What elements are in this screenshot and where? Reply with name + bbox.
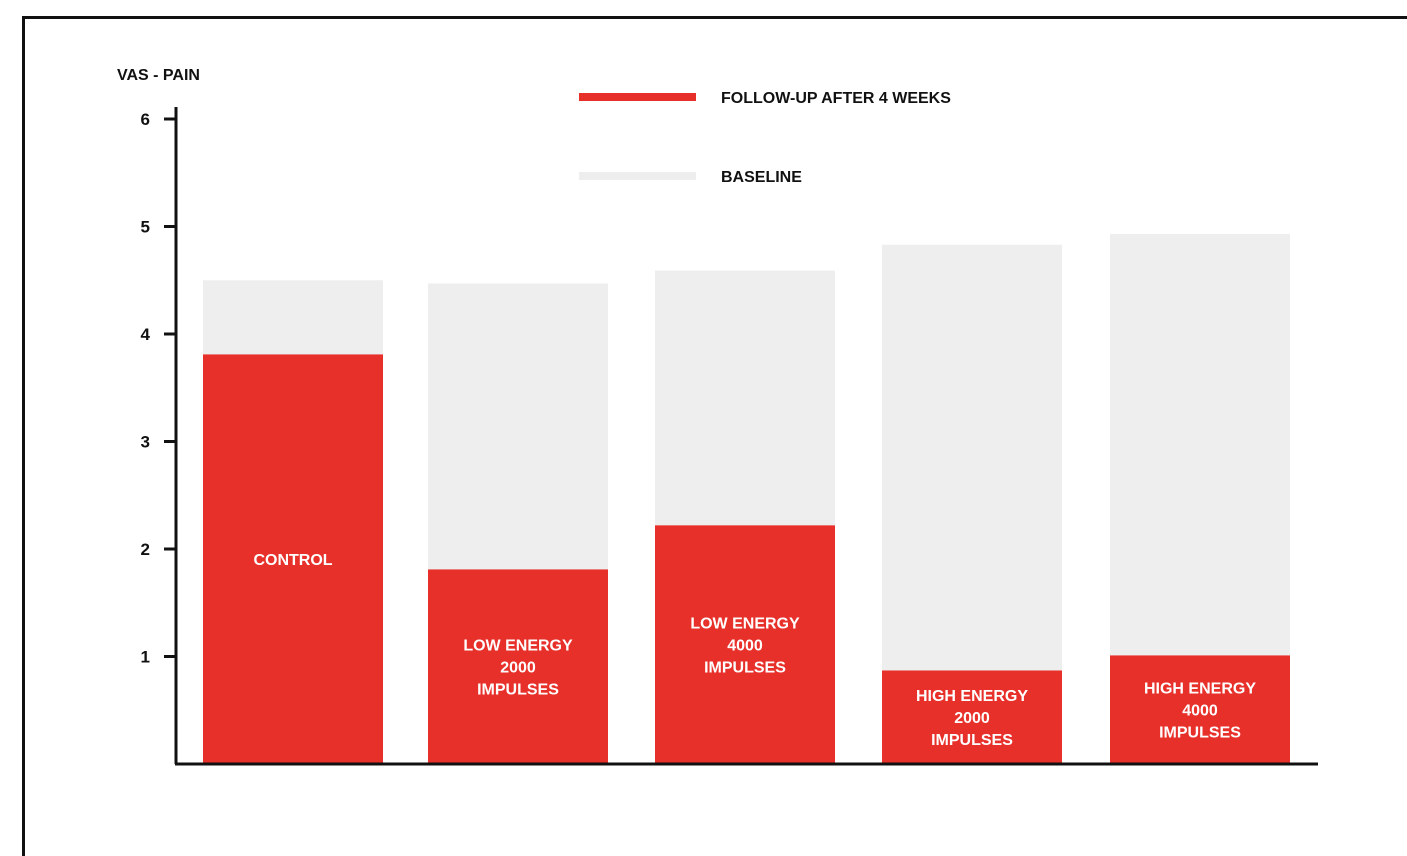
bar-category-label: IMPULSES xyxy=(477,682,559,699)
bar-followup-3 xyxy=(882,670,1062,764)
legend-swatch-followup xyxy=(579,93,696,101)
y-tick-label: 6 xyxy=(141,110,150,129)
bar-category-label: LOW ENERGY xyxy=(690,616,800,633)
bar-category-label: HIGH ENERGY xyxy=(916,688,1028,705)
y-axis-title: VAS - PAIN xyxy=(117,67,200,84)
y-tick-label: 2 xyxy=(141,540,150,559)
bar-category-label: 4000 xyxy=(1182,703,1218,720)
legend-label-followup: FOLLOW-UP AFTER 4 WEEKS xyxy=(721,90,951,107)
bar-followup-1 xyxy=(428,569,608,764)
bar-category-label: LOW ENERGY xyxy=(463,638,573,655)
bar-category-label: 2000 xyxy=(500,660,536,677)
y-tick-label: 1 xyxy=(141,648,150,667)
bar-followup-0 xyxy=(203,354,383,764)
legend-swatch-baseline xyxy=(579,172,696,180)
chart-frame xyxy=(22,16,1407,856)
bar-category-label: 4000 xyxy=(727,638,763,655)
y-tick-label: 3 xyxy=(141,433,150,452)
bar-category-label: CONTROL xyxy=(253,552,332,569)
bar-followup-4 xyxy=(1110,655,1290,764)
bar-chart: CONTROL LOW ENERGY 2000 IMPULSES LOW ENERGY 4… xyxy=(117,67,1318,766)
bar-category-label: HIGH ENERGY xyxy=(1144,681,1256,698)
bar-category-label: IMPULSES xyxy=(931,732,1013,749)
legend-label-baseline: BASELINE xyxy=(721,169,802,186)
bar-category-label: IMPULSES xyxy=(704,660,786,677)
bar-category-label: 2000 xyxy=(954,710,990,727)
y-tick-label: 5 xyxy=(141,218,150,237)
y-tick-label: 4 xyxy=(141,325,151,344)
bar-category-label: IMPULSES xyxy=(1159,725,1241,742)
bar-followup-2 xyxy=(655,525,835,764)
